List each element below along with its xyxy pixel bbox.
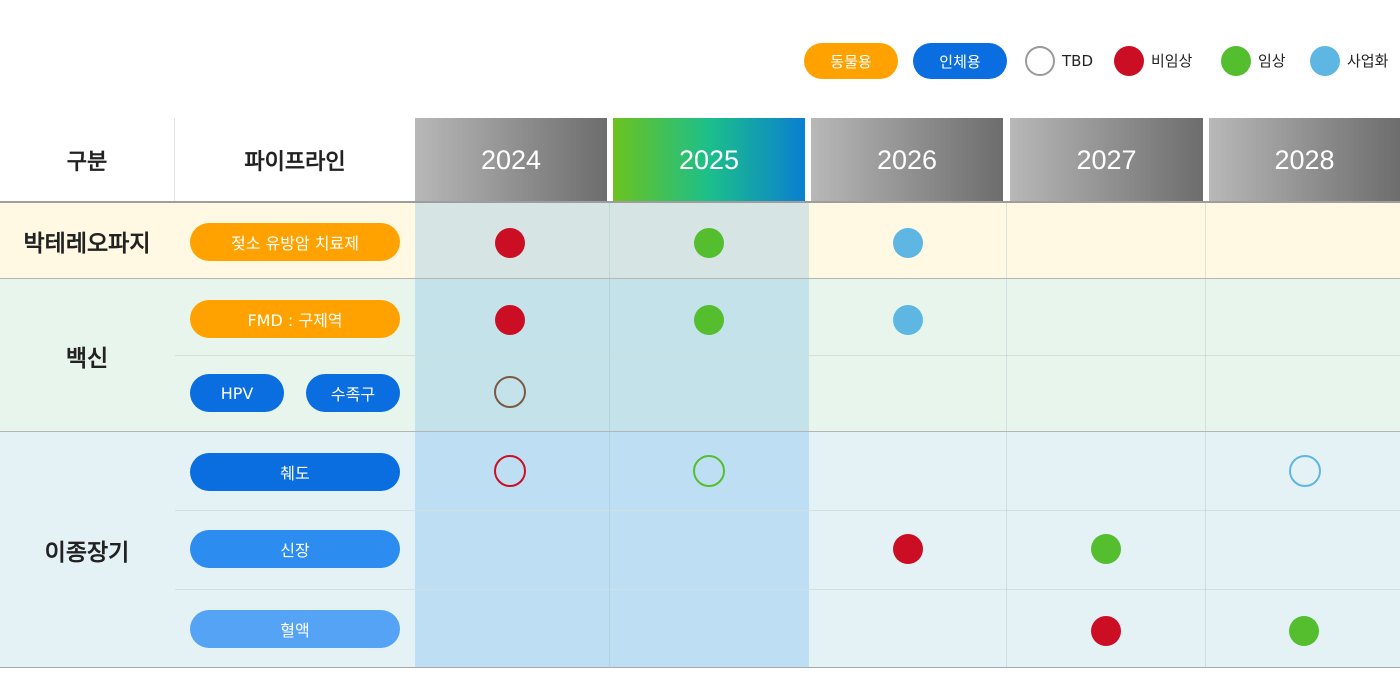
legend-commercial-icon <box>1310 46 1340 76</box>
legend-tbd-icon <box>1025 46 1055 76</box>
pipeline-islet: 췌도 <box>190 453 400 491</box>
row-divider <box>175 510 1400 511</box>
row-divider <box>0 431 1400 432</box>
legend-human-badge: 인체용 <box>913 43 1007 79</box>
legend-tbd-label: TBD <box>1062 52 1094 70</box>
year-header-2027: 2027 <box>1010 118 1203 202</box>
mark-fmd-2024-preclinical <box>495 305 525 335</box>
legend: 동물용 인체용 TBD 비임상 임상 사업화 <box>0 42 1400 80</box>
mark-cow-2026-commercial <box>893 228 923 258</box>
mark-fmd-2025-clinical <box>694 305 724 335</box>
header-divider <box>174 118 175 202</box>
column-divider <box>1006 202 1007 668</box>
legend-commercial-label: 사업화 <box>1347 52 1389 70</box>
year-header-2028: 2028 <box>1209 118 1400 202</box>
mark-blood-2027-preclinical <box>1091 616 1121 646</box>
year-header-2025: 2025 <box>613 118 805 202</box>
mark-fmd-2026-commercial <box>893 305 923 335</box>
legend-clinical-icon <box>1221 46 1251 76</box>
pipeline-hpv-vaccine: HPV <box>190 374 284 412</box>
row-divider <box>175 355 1400 356</box>
mark-kidney-2027-clinical <box>1091 534 1121 564</box>
pipeline-hfmd-vaccine: 수족구 <box>306 374 400 412</box>
table-bottom-border <box>0 667 1400 668</box>
legend-clinical-label: 임상 <box>1258 52 1286 70</box>
highlight-columns-xenotransplant <box>415 432 809 668</box>
column-divider <box>1205 202 1206 668</box>
legend-preclinical-label: 비임상 <box>1151 52 1193 70</box>
highlight-columns-bacteriophage <box>415 202 809 279</box>
pipeline-cow-mastitis-treatment: 젖소 유방암 치료제 <box>190 223 400 261</box>
pipeline-fmd-vaccine: FMD : 구제역 <box>190 300 400 338</box>
row-divider <box>0 201 1400 203</box>
year-header-2024: 2024 <box>415 118 607 202</box>
header-pipeline: 파이프라인 <box>244 150 346 175</box>
column-divider <box>609 202 610 668</box>
row-divider <box>175 589 1400 590</box>
category-bacteriophage: 박테레오파지 <box>23 230 151 257</box>
category-vaccine: 백신 <box>65 345 109 372</box>
category-xenotransplant: 이종장기 <box>44 540 130 566</box>
mark-kidney-2026-preclinical <box>893 534 923 564</box>
mark-islet-2024-preclinical <box>494 455 526 487</box>
mark-islet-2028-commercial <box>1289 455 1321 487</box>
year-header-2026: 2026 <box>811 118 1003 202</box>
row-divider <box>0 278 1400 279</box>
legend-preclinical-icon <box>1114 46 1144 76</box>
header-category: 구분 <box>66 150 108 175</box>
legend-animal-badge: 동물용 <box>804 43 898 79</box>
mark-blood-2028-clinical <box>1289 616 1319 646</box>
mark-cow-2024-preclinical <box>495 228 525 258</box>
pipeline-kidney: 신장 <box>190 530 400 568</box>
mark-hpv-2024-tbd <box>494 376 526 408</box>
mark-cow-2025-clinical <box>694 228 724 258</box>
pipeline-blood: 혈액 <box>190 610 400 648</box>
mark-islet-2025-clinical <box>693 455 725 487</box>
